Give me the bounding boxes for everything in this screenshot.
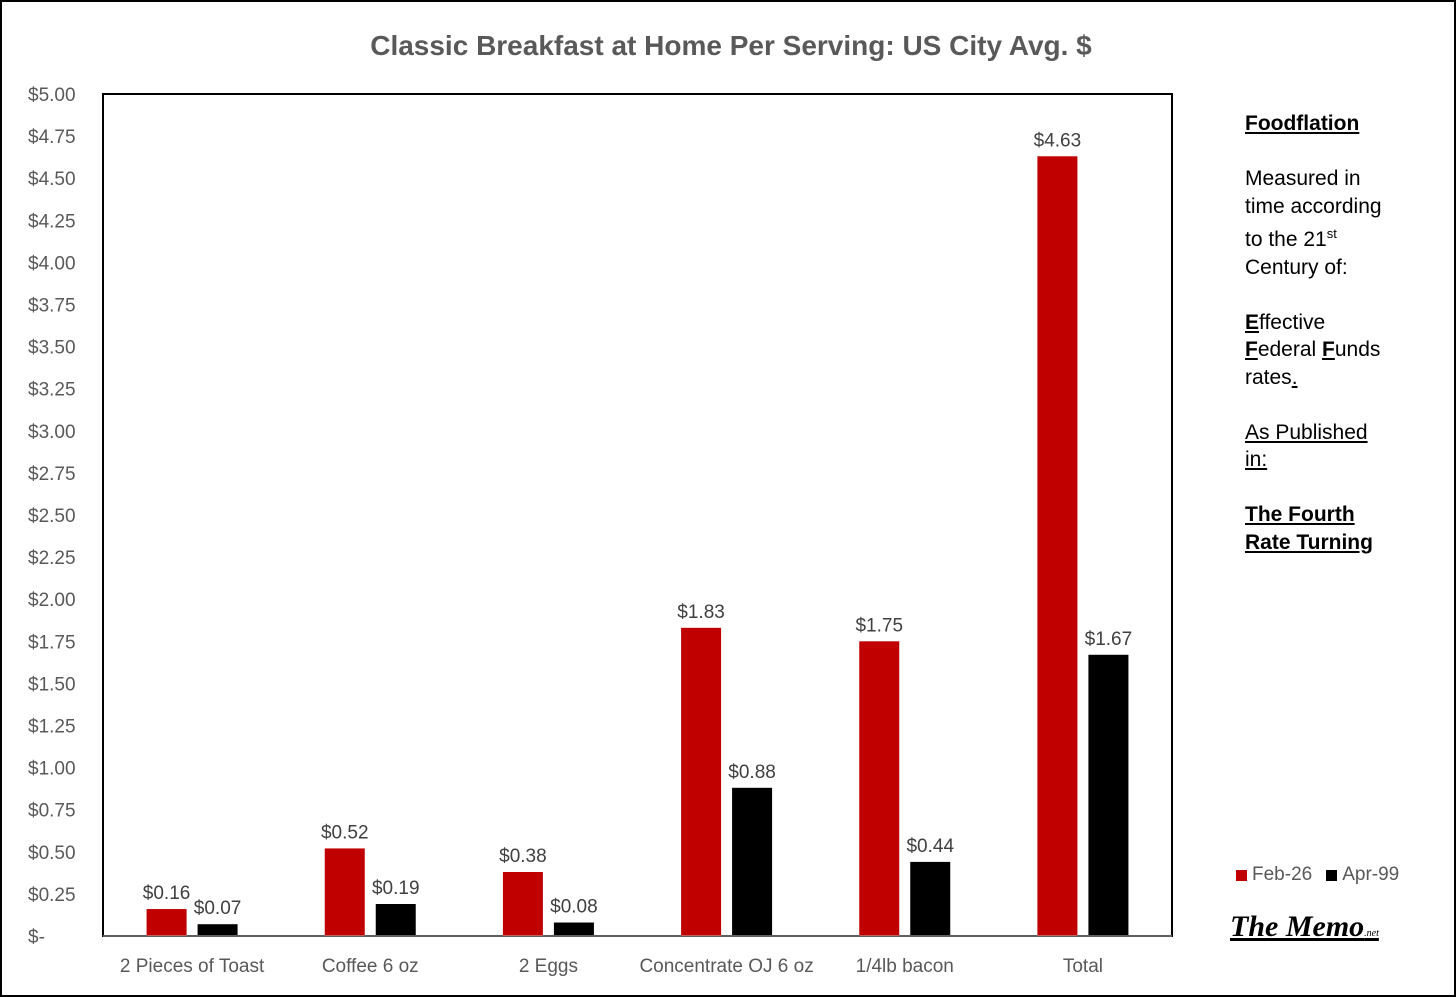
- y-tick-label: $3.75: [28, 296, 76, 317]
- bar: [146, 909, 187, 936]
- annotation-line: Century of:: [1245, 255, 1348, 279]
- data-label: $1.75: [855, 615, 903, 636]
- legend-item: Feb-26: [1236, 864, 1312, 886]
- bar: [324, 848, 365, 936]
- y-tick-label: $4.25: [28, 211, 76, 232]
- annotation-book-title: Rate Turning: [1245, 530, 1373, 554]
- x-tick-label: Coffee 6 oz: [322, 956, 419, 977]
- legend-label: Apr-99: [1342, 864, 1400, 885]
- data-label: $0.52: [321, 822, 369, 843]
- data-label: $0.44: [906, 836, 954, 857]
- annotation-book-title: The Fourth: [1245, 503, 1355, 526]
- bar: [859, 641, 900, 936]
- legend-swatch: [1326, 869, 1338, 881]
- bar: [197, 924, 238, 936]
- chart-title: Classic Breakfast at Home Per Serving: U…: [370, 30, 1092, 61]
- y-tick-label: $1.75: [28, 632, 76, 653]
- y-tick-label: $0.75: [28, 801, 76, 822]
- bar: [681, 627, 722, 936]
- annotation-panel: Foodflation Measured in time according t…: [1245, 110, 1445, 556]
- y-tick-label: $5.00: [28, 85, 76, 106]
- data-label: $0.08: [550, 897, 598, 918]
- data-label: $0.19: [372, 878, 420, 899]
- x-tick-label: 2 Pieces of Toast: [120, 956, 265, 977]
- bar: [502, 872, 543, 936]
- annotation-line: to the 21st: [1245, 226, 1337, 251]
- y-tick-label: $2.75: [28, 464, 76, 485]
- data-label: $0.07: [194, 898, 242, 919]
- data-label: $0.16: [143, 883, 191, 904]
- plot-area-border: [102, 93, 1173, 937]
- annotation-federal-funds: Federal Funds: [1245, 338, 1381, 361]
- x-tick-label: 2 Eggs: [519, 956, 578, 977]
- bar: [1088, 654, 1129, 936]
- annotation-published: As Published: [1245, 420, 1368, 444]
- y-tick-label: $0.25: [28, 885, 76, 906]
- data-label: $0.88: [728, 762, 776, 783]
- y-tick-label: $2.00: [28, 590, 76, 611]
- annotation-line: Measured in: [1245, 167, 1361, 190]
- legend-item: Apr-99: [1326, 864, 1399, 886]
- y-tick-label: $-: [28, 927, 45, 948]
- annotation-published-in: in:: [1245, 448, 1268, 471]
- y-tick-label: $2.25: [28, 548, 76, 569]
- y-tick-label: $3.50: [28, 338, 76, 359]
- data-label: $0.38: [499, 846, 547, 867]
- x-tick-label: Concentrate OJ 6 oz: [639, 956, 813, 977]
- data-label: $1.67: [1085, 629, 1133, 650]
- y-tick-label: $4.00: [28, 253, 76, 274]
- y-tick-label: $1.50: [28, 674, 76, 695]
- bar: [910, 861, 951, 936]
- y-tick-label: $4.50: [28, 169, 76, 190]
- y-tick-label: $3.25: [28, 380, 76, 401]
- annotation-heading: Foodflation: [1245, 112, 1360, 135]
- bar: [732, 787, 773, 936]
- bar: [1037, 156, 1078, 937]
- y-tick-label: $2.50: [28, 506, 76, 527]
- x-tick-label: Total: [1063, 956, 1103, 977]
- x-tick-label: 1/4lb bacon: [856, 956, 954, 977]
- annotation-effective: Effective: [1245, 310, 1326, 334]
- y-tick-label: $1.25: [28, 717, 76, 738]
- y-tick-label: $4.75: [28, 127, 76, 148]
- chart-legend: Feb-26 Apr-99: [1236, 864, 1413, 886]
- annotation-rates: rates.: [1245, 365, 1298, 389]
- data-label: $1.83: [677, 602, 725, 623]
- the-memo-logo: The Memo.net: [1230, 910, 1379, 943]
- legend-label: Feb-26: [1252, 864, 1313, 885]
- bar: [375, 904, 416, 936]
- y-tick-label: $3.00: [28, 422, 76, 443]
- annotation-line: time according: [1245, 194, 1382, 218]
- y-tick-label: $1.00: [28, 759, 76, 780]
- y-tick-label: $0.50: [28, 843, 76, 864]
- bar: [553, 922, 594, 936]
- data-label: $4.63: [1034, 130, 1082, 151]
- legend-swatch: [1236, 869, 1247, 881]
